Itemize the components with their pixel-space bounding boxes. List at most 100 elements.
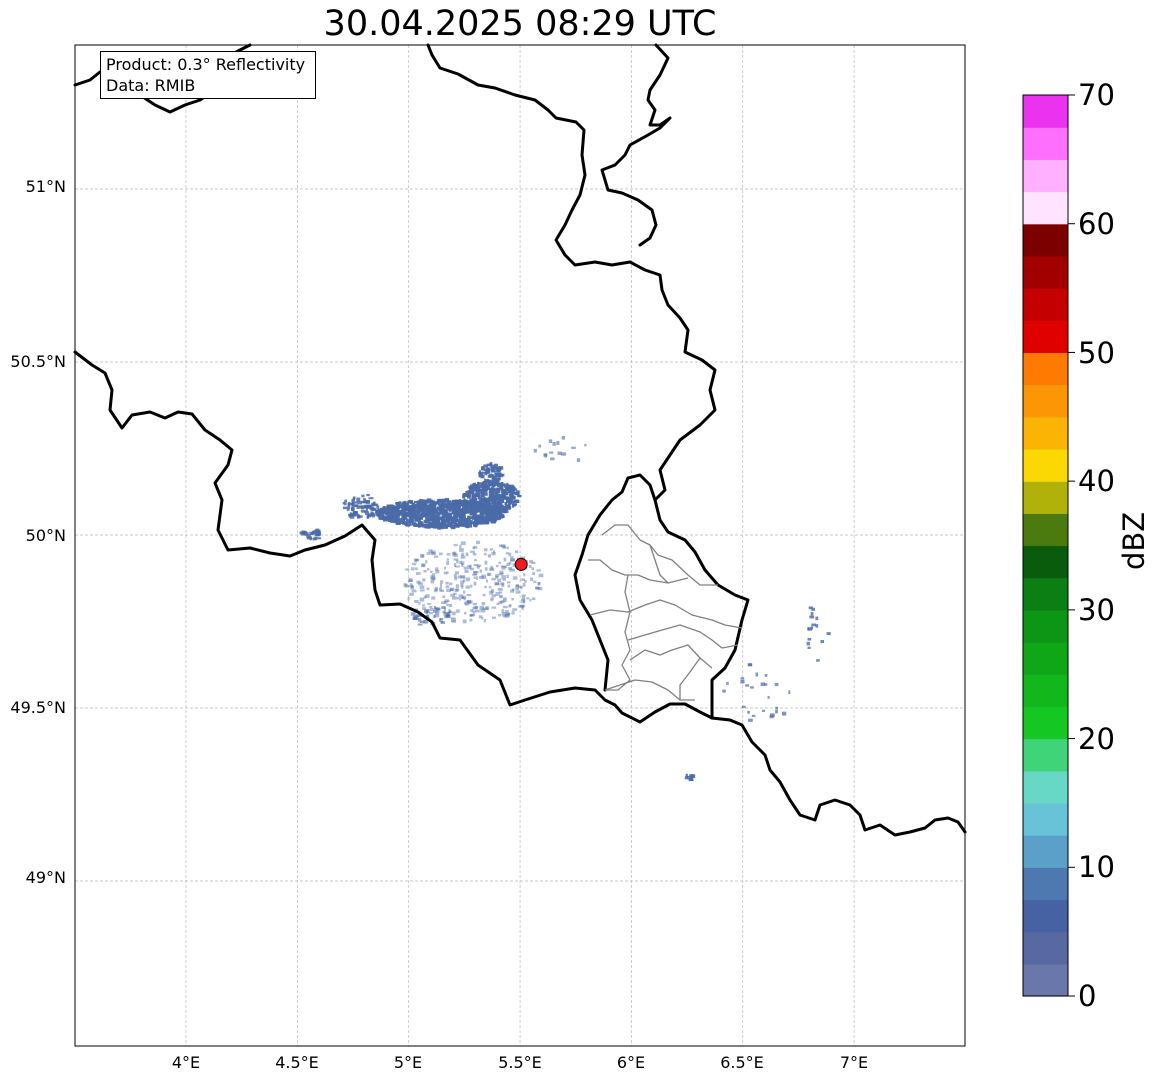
echo-pixel bbox=[495, 592, 500, 596]
echo-pixel bbox=[422, 524, 426, 528]
echo-pixel bbox=[474, 523, 478, 528]
echo-pixel bbox=[365, 505, 370, 508]
echo-pixel bbox=[401, 513, 405, 516]
echo-pixel bbox=[463, 498, 466, 501]
echo-pixel bbox=[535, 586, 540, 590]
echo-pixel bbox=[462, 579, 466, 583]
echo-pixel bbox=[460, 501, 465, 505]
echo-pixel bbox=[430, 500, 436, 504]
echo-pixel bbox=[458, 509, 461, 513]
echo-pixel bbox=[490, 510, 496, 514]
echo-pixel bbox=[741, 705, 746, 709]
echo-pixel bbox=[498, 478, 501, 481]
echo-pixel bbox=[512, 576, 518, 580]
echo-pixel bbox=[452, 596, 457, 600]
echo-pixel bbox=[446, 553, 451, 556]
echo-pixel bbox=[463, 493, 468, 497]
echo-pixel bbox=[446, 561, 450, 566]
echo-pixel bbox=[417, 520, 423, 525]
echo-pixel bbox=[422, 506, 427, 509]
echo-pixel bbox=[432, 609, 438, 613]
echo-pixel bbox=[426, 505, 429, 510]
echo-pixel bbox=[479, 506, 482, 510]
echo-pixel bbox=[550, 457, 555, 461]
echo-pixel bbox=[506, 546, 509, 549]
echo-pixel bbox=[467, 518, 471, 523]
echo-pixel bbox=[412, 502, 415, 505]
echo-pixel bbox=[421, 500, 426, 504]
echo-pixel bbox=[509, 495, 515, 499]
colorbar-segment bbox=[1023, 899, 1068, 933]
echo-pixel bbox=[498, 561, 502, 564]
echo-pixel bbox=[462, 524, 465, 527]
echo-pixel bbox=[409, 583, 413, 588]
echo-pixel bbox=[470, 584, 473, 588]
echo-pixel bbox=[483, 506, 487, 509]
echo-pixel bbox=[450, 617, 456, 620]
border-france-germany-south bbox=[710, 716, 967, 837]
echo-pixel bbox=[460, 555, 464, 559]
echo-pixel bbox=[416, 509, 421, 514]
echo-pixel bbox=[492, 516, 495, 519]
echo-pixel bbox=[448, 516, 453, 520]
echo-pixel bbox=[416, 580, 421, 584]
echo-pixel bbox=[456, 559, 459, 564]
echo-pixel bbox=[381, 513, 385, 516]
echo-pixel bbox=[488, 510, 492, 514]
echo-pixel bbox=[496, 469, 501, 473]
echo-pixel bbox=[403, 583, 407, 587]
echo-pixel bbox=[448, 508, 453, 511]
echo-pixel bbox=[576, 458, 581, 462]
echo-pixel bbox=[484, 478, 487, 483]
echo-pixel bbox=[463, 506, 467, 510]
echo-pixel bbox=[479, 511, 483, 516]
echo-pixel bbox=[444, 511, 449, 515]
echo-pixel bbox=[469, 614, 474, 617]
echo-pixel bbox=[529, 559, 533, 564]
echo-pixel bbox=[492, 616, 497, 619]
echo-pixel bbox=[435, 611, 440, 615]
echo-pixel bbox=[486, 506, 489, 511]
echo-pixel bbox=[512, 488, 518, 491]
echo-pixel bbox=[380, 516, 383, 520]
echo-pixel bbox=[311, 531, 315, 536]
echo-pixel bbox=[418, 509, 422, 513]
echo-pixel bbox=[439, 587, 443, 592]
echo-pixel bbox=[423, 619, 428, 624]
echo-pixel bbox=[483, 492, 488, 496]
echo-pixel bbox=[685, 773, 688, 778]
echo-pixel bbox=[435, 501, 441, 504]
echo-pixel bbox=[453, 516, 456, 520]
echo-pixel bbox=[533, 448, 537, 453]
echo-pixel bbox=[474, 507, 478, 512]
echo-pixel bbox=[489, 567, 495, 572]
echo-pixel bbox=[510, 557, 516, 562]
echo-pixel bbox=[479, 576, 484, 579]
echo-pixel bbox=[467, 490, 472, 493]
echo-pixel bbox=[501, 492, 506, 497]
echo-pixel bbox=[470, 510, 475, 513]
echo-pixel bbox=[491, 495, 497, 499]
colorbar-segment bbox=[1023, 95, 1068, 128]
echo-pixel bbox=[507, 504, 510, 507]
echo-pixel bbox=[512, 563, 517, 567]
echo-pixel bbox=[476, 492, 481, 497]
echo-pixel bbox=[556, 441, 560, 445]
echo-pixel bbox=[473, 513, 477, 517]
echo-pixel bbox=[414, 500, 418, 504]
echo-pixel bbox=[518, 585, 523, 588]
echo-pixel bbox=[430, 607, 434, 611]
echo-pixel bbox=[492, 519, 496, 523]
echo-pixel bbox=[430, 579, 435, 584]
echo-pixel bbox=[417, 618, 422, 622]
echo-pixel bbox=[490, 565, 493, 570]
echo-pixel bbox=[429, 570, 433, 573]
echo-pixel bbox=[502, 506, 507, 510]
echo-pixel bbox=[493, 512, 498, 516]
echo-pixel bbox=[483, 464, 489, 468]
echo-pixel bbox=[446, 502, 452, 505]
echo-pixel bbox=[478, 482, 482, 485]
echo-pixel bbox=[499, 502, 503, 506]
echo-pixel bbox=[432, 507, 435, 512]
echo-pixel bbox=[431, 573, 436, 577]
